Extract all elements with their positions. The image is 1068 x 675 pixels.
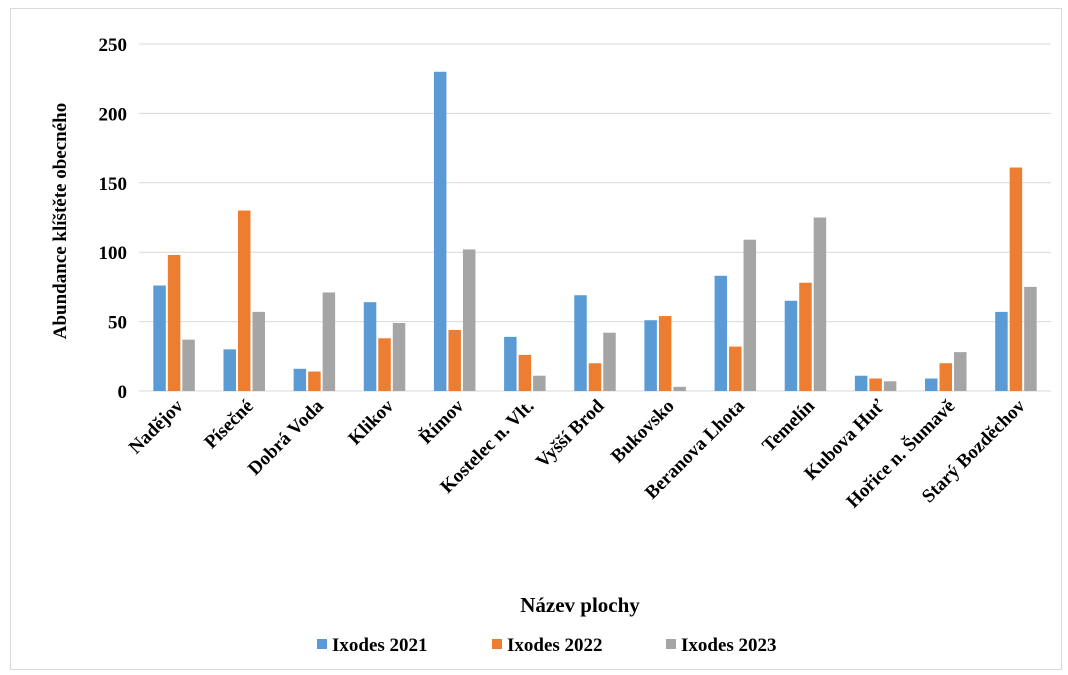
x-tick-label: Temelín	[758, 395, 819, 456]
bar	[939, 363, 953, 391]
bar	[1009, 167, 1023, 391]
x-tick-label: Vyšší Brod	[532, 395, 609, 472]
bar	[743, 239, 757, 391]
y-tick-labels: 0 50 100 150 200 250	[99, 35, 128, 403]
legend-label: Ixodes 2021	[332, 635, 428, 656]
bar	[182, 339, 195, 391]
chart-frame: 0 50 100 150 200 250 Nadějov Písečné Dobrá Voda…	[10, 8, 1062, 670]
bar	[322, 292, 336, 391]
bar	[995, 311, 1008, 391]
legend-label: Ixodes 2022	[507, 635, 603, 656]
x-tick-label: Nadějov	[125, 395, 188, 458]
bar	[603, 332, 616, 391]
legend-swatch	[492, 639, 502, 649]
bar	[462, 249, 476, 391]
bar	[1024, 286, 1037, 391]
y-tick-label: 100	[99, 243, 128, 264]
bar	[237, 210, 251, 391]
bar	[153, 285, 166, 391]
bar	[673, 386, 686, 391]
bar	[925, 378, 938, 391]
bar	[799, 282, 812, 391]
bar	[644, 320, 657, 391]
bar	[293, 368, 307, 391]
bar	[363, 302, 377, 391]
bar	[729, 346, 742, 391]
y-axis-label: Abundance klíštěte obecného	[50, 103, 71, 339]
bar	[883, 381, 897, 391]
legend: Ixodes 2021 Ixodes 2022 Ixodes 2023	[317, 635, 777, 656]
bar	[869, 378, 882, 391]
legend-swatch	[317, 639, 327, 649]
x-tick-label: Dobrá Voda	[244, 395, 328, 479]
y-tick-label: 200	[99, 104, 128, 125]
x-axis-label: Název plochy	[520, 593, 640, 617]
bar	[252, 311, 265, 391]
legend-label: Ixodes 2023	[681, 635, 777, 656]
bar	[392, 322, 406, 391]
bar	[308, 371, 321, 391]
bar	[784, 300, 798, 391]
bar	[533, 375, 546, 391]
bar	[954, 352, 967, 391]
bar	[433, 71, 447, 391]
bar	[504, 336, 517, 391]
x-tick-label: Písečné	[200, 396, 257, 453]
bar	[588, 363, 602, 391]
bar	[854, 375, 868, 391]
gridlines	[139, 43, 1051, 392]
x-tick-label: Bukovsko	[607, 396, 679, 468]
bar	[813, 217, 827, 391]
bar	[223, 349, 236, 391]
x-tick-label: Římov	[415, 395, 469, 449]
bar	[448, 329, 461, 391]
bar	[167, 254, 181, 391]
bar	[574, 295, 587, 391]
legend-swatch	[666, 639, 676, 649]
x-tick-label: Klikov	[344, 395, 398, 449]
bar	[518, 354, 532, 391]
y-tick-label: 250	[99, 35, 128, 56]
bars	[153, 71, 1037, 391]
y-tick-label: 150	[99, 174, 128, 195]
bar	[714, 275, 728, 391]
bar	[378, 338, 391, 391]
bar	[658, 316, 672, 391]
y-tick-label: 0	[118, 382, 128, 403]
y-tick-label: 50	[108, 313, 127, 334]
